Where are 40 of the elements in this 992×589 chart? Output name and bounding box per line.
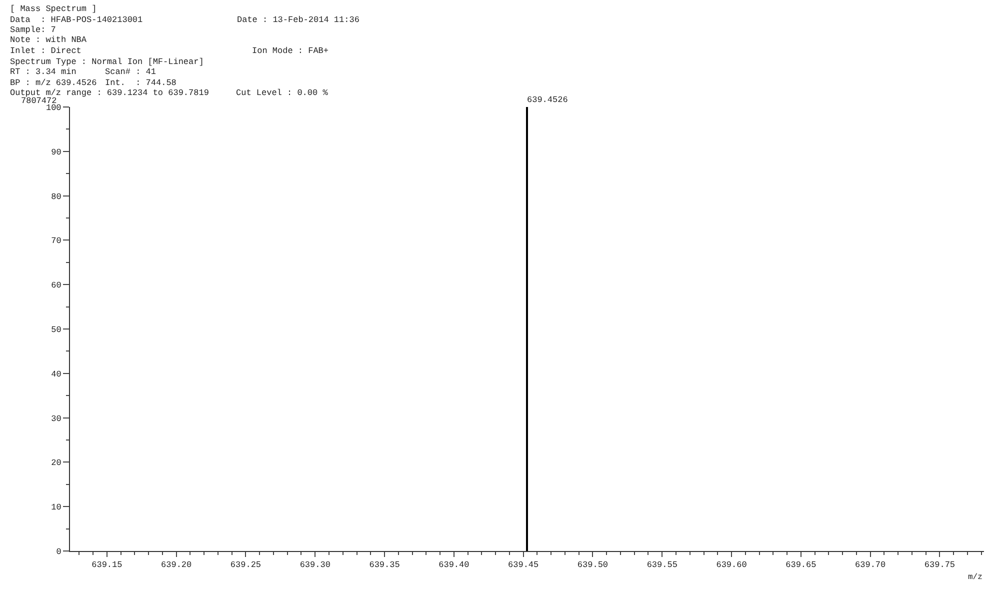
x-tick-label: 639.75	[924, 560, 956, 570]
text: RT : 3.34 min	[10, 67, 76, 77]
text: Output m/z range : 639.1234 to 639.7819	[10, 88, 209, 98]
y-tick-label: 40	[51, 369, 62, 380]
x-tick-label: 639.25	[230, 560, 262, 570]
y-tick-label: 70	[51, 236, 62, 246]
chart-title: [ Mass Spectrum ]	[10, 4, 97, 14]
text: Note : with NBA	[10, 35, 88, 45]
y-tick-label: 100	[46, 102, 62, 113]
y-tick-label: 50	[51, 324, 62, 335]
y-tick-label: 20	[51, 458, 62, 468]
text: Inlet : Direct	[10, 46, 82, 56]
annotation: 639.4526	[527, 95, 568, 105]
x-tick-label: 639.50	[577, 560, 608, 570]
x-tick-label: 639.40	[438, 560, 470, 570]
text: Data : HFAB-POS-140213001	[10, 15, 143, 25]
y-tick-label: 10	[51, 502, 62, 513]
x-tick-label: 639.15	[92, 560, 122, 570]
y-tick-label: 60	[51, 280, 62, 291]
x-axis-title: m/z	[968, 573, 983, 582]
x-tick-label: 639.45	[508, 560, 539, 570]
x-tick-label: 639.30	[300, 560, 330, 570]
x-tick-label: 639.20	[161, 560, 192, 570]
text: Date : 13-Feb-2014 11:36	[237, 15, 360, 25]
x-tick-label: 639.35	[369, 560, 400, 570]
x-tick-label: 639.65	[786, 560, 816, 570]
text: Sample: 7	[10, 25, 56, 35]
y-tick-label: 90	[51, 147, 62, 158]
text: Int. : 744.58	[105, 78, 176, 88]
text: BP : m/z 639.4526	[10, 78, 97, 88]
text: Scan# : 41	[105, 67, 156, 77]
text: Ion Mode : FAB+	[252, 46, 329, 56]
text: Cut Level : 0.00 %	[236, 88, 329, 98]
text: Spectrum Type : Normal Ion [MF-Linear]	[10, 57, 204, 67]
y-tick-label: 80	[51, 192, 62, 202]
y-tick-label: 0	[56, 546, 62, 557]
y-tick-label: 30	[51, 414, 62, 424]
x-tick-label: 639.70	[855, 560, 886, 570]
x-tick-label: 639.60	[716, 560, 747, 570]
x-tick-label: 639.55	[646, 560, 678, 570]
